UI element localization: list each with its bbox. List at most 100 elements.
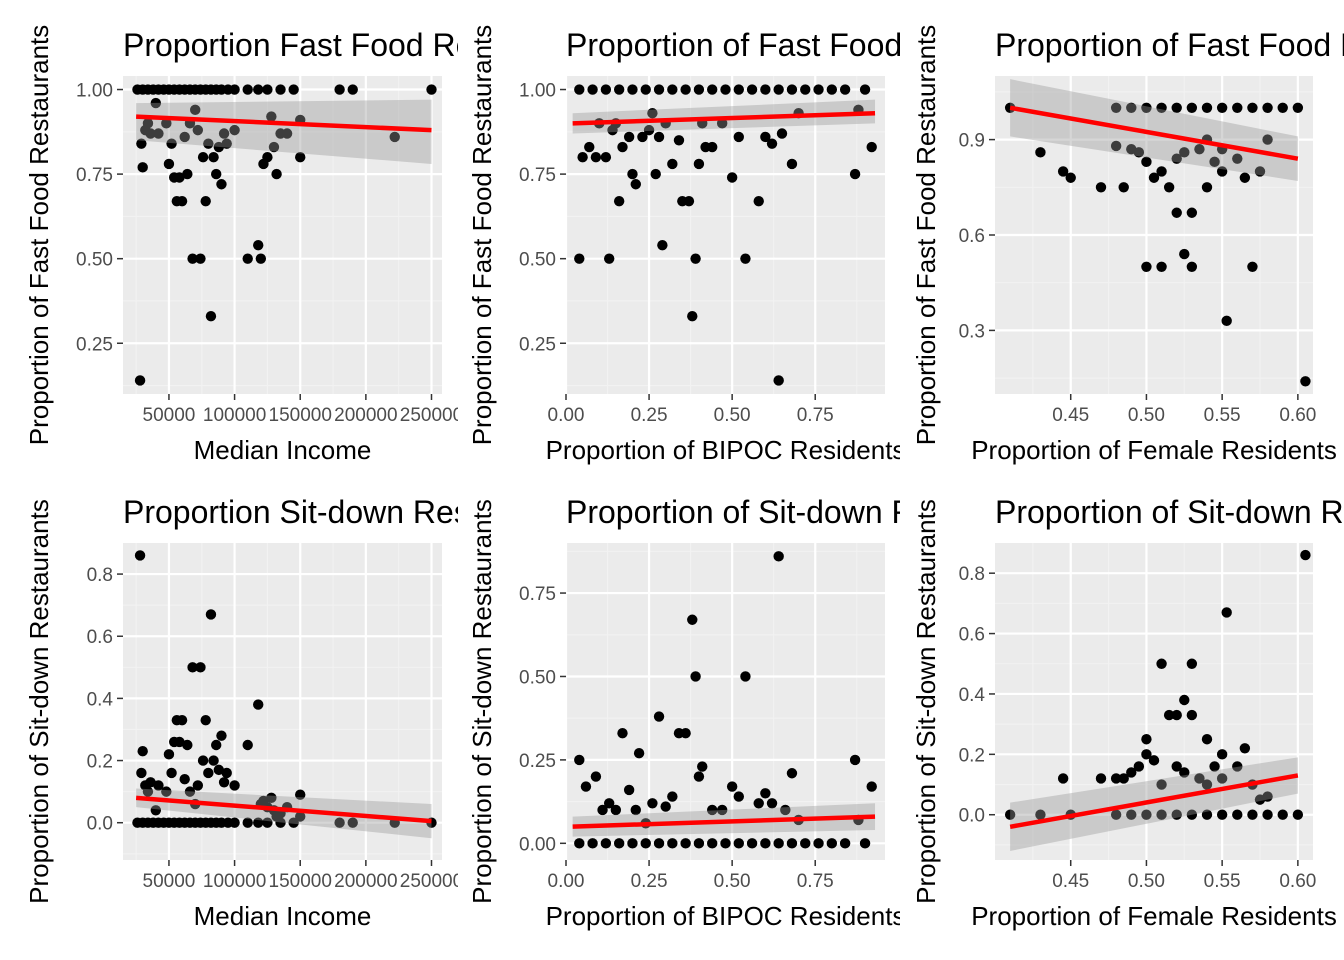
chart-3-point	[1187, 103, 1197, 113]
chart-6: 0.45 0.50 0.55 0.600.00.20.40.60.8Proportio…	[911, 494, 1344, 931]
chart-6-point	[1141, 734, 1151, 744]
chart-6-point	[1232, 810, 1242, 820]
chart-1-x-axis-title: Median Income	[194, 435, 372, 465]
chart-5-point	[754, 798, 764, 808]
chart-2-point	[617, 142, 627, 152]
chart-3-point	[1217, 103, 1227, 113]
chart-5-point	[627, 838, 637, 848]
chart-2-point	[680, 84, 690, 94]
chart-5-point	[611, 805, 621, 815]
chart-6-point	[1300, 550, 1310, 560]
chart-5-x-tick-label: 0.25	[631, 871, 668, 892]
chart-2-point	[614, 84, 624, 94]
chart-2-point	[654, 132, 664, 142]
chart-6-title: Proportion of Sit-down Restaurants vs. P…	[995, 494, 1344, 530]
chart-6-point	[1187, 659, 1197, 669]
chart-4-x-tick-label: 150000	[269, 871, 332, 892]
chart-2-point	[773, 375, 783, 385]
chart-6-point	[1240, 743, 1250, 753]
chart-5-point	[707, 838, 717, 848]
chart-1-x-tick-label: 200000	[334, 405, 397, 426]
chart-2-point	[684, 196, 694, 206]
chart-2-point	[667, 159, 677, 169]
chart-3-point	[1156, 166, 1166, 176]
chart-3-point	[1172, 208, 1182, 218]
chart-2-point	[601, 152, 611, 162]
chart-5-point	[727, 781, 737, 791]
chart-2-point	[800, 84, 810, 94]
chart-1-point	[262, 152, 272, 162]
chart-1-y-axis-title: Proportion of Fast Food Restaurants	[24, 25, 54, 446]
chart-3: 0.45 0.50 0.55 0.600.30.60.9Proportion of F…	[911, 25, 1344, 465]
chart-5-point	[694, 838, 704, 848]
chart-2-point	[631, 179, 641, 189]
chart-1-point	[216, 179, 226, 189]
chart-1-x-tick-label: 150000	[269, 405, 332, 426]
chart-1-point	[275, 84, 285, 94]
chart-4-point	[198, 755, 208, 765]
chart-2-point	[860, 84, 870, 94]
chart-6-point	[1187, 710, 1197, 720]
chart-2-point	[740, 253, 750, 263]
chart-5-x-tick-label: 0.00	[548, 871, 585, 892]
chart-4-x-tick-label: 100000	[203, 871, 266, 892]
chart-2-point	[754, 196, 764, 206]
chart-1-point	[288, 84, 298, 94]
chart-5-point	[667, 791, 677, 801]
chart-5-point	[631, 805, 641, 815]
chart-5-point	[773, 838, 783, 848]
chart-4-point	[177, 715, 187, 725]
chart-6-point	[1217, 749, 1227, 759]
chart-5-y-tick-label: 0.00	[519, 834, 556, 855]
chart-5-point	[680, 838, 690, 848]
chart-2-point	[707, 84, 717, 94]
chart-6-x-axis-title: Proportion of Female Residents	[971, 901, 1337, 931]
chart-3-point	[1202, 182, 1212, 192]
chart-5-point	[813, 838, 823, 848]
chart-6-point	[1179, 695, 1189, 705]
chart-1-point	[177, 196, 187, 206]
chart-4-point	[206, 609, 216, 619]
chart-4-x-tick-label: 250000	[400, 871, 463, 892]
chart-3-point	[1066, 173, 1076, 183]
chart-2-point	[827, 84, 837, 94]
chart-5-point	[667, 838, 677, 848]
chart-1-point	[334, 84, 344, 94]
chart-3-point	[1247, 262, 1257, 272]
chart-2-x-tick-label: 0.00	[548, 405, 585, 426]
chart-4-point	[137, 746, 147, 756]
chart-1-point	[262, 84, 272, 94]
chart-6-y-tick-label: 0.8	[959, 564, 985, 585]
chart-2-point	[767, 138, 777, 148]
chart-4-point	[201, 715, 211, 725]
chart-2-point	[777, 128, 787, 138]
chart-6-x-tick-label: 0.50	[1128, 871, 1165, 892]
chart-4-point	[229, 780, 239, 790]
chart-2-point	[760, 84, 770, 94]
chart-3-point	[1187, 208, 1197, 218]
chart-3-y-axis-title: Proportion of Fast Food Restaurants	[911, 25, 941, 446]
chart-3-point	[1240, 173, 1250, 183]
chart-2-point	[850, 169, 860, 179]
chart-2-point	[674, 135, 684, 145]
chart-3-point	[1156, 262, 1166, 272]
chart-5-point	[614, 838, 624, 848]
chart-5-y-tick-label: 0.75	[519, 584, 556, 605]
chart-5-point	[624, 785, 634, 795]
chart-2-point	[734, 132, 744, 142]
chart-2-y-tick-label: 0.25	[519, 334, 556, 355]
chart-1-point	[426, 84, 436, 94]
chart-2-point	[707, 142, 717, 152]
chart-5-point	[827, 838, 837, 848]
chart-2-point	[624, 132, 634, 142]
chart-5-point	[800, 838, 810, 848]
chart-4-y-axis-title: Proportion of Sit-down Restaurants	[24, 499, 54, 904]
chart-5-point	[634, 748, 644, 758]
chart-2-point	[787, 84, 797, 94]
chart-3-point	[1096, 182, 1106, 192]
chart-5-point	[773, 551, 783, 561]
chart-1-point	[253, 84, 263, 94]
chart-5-point	[591, 771, 601, 781]
chart-2-x-axis-title: Proportion of BIPOC Residents	[546, 435, 906, 465]
